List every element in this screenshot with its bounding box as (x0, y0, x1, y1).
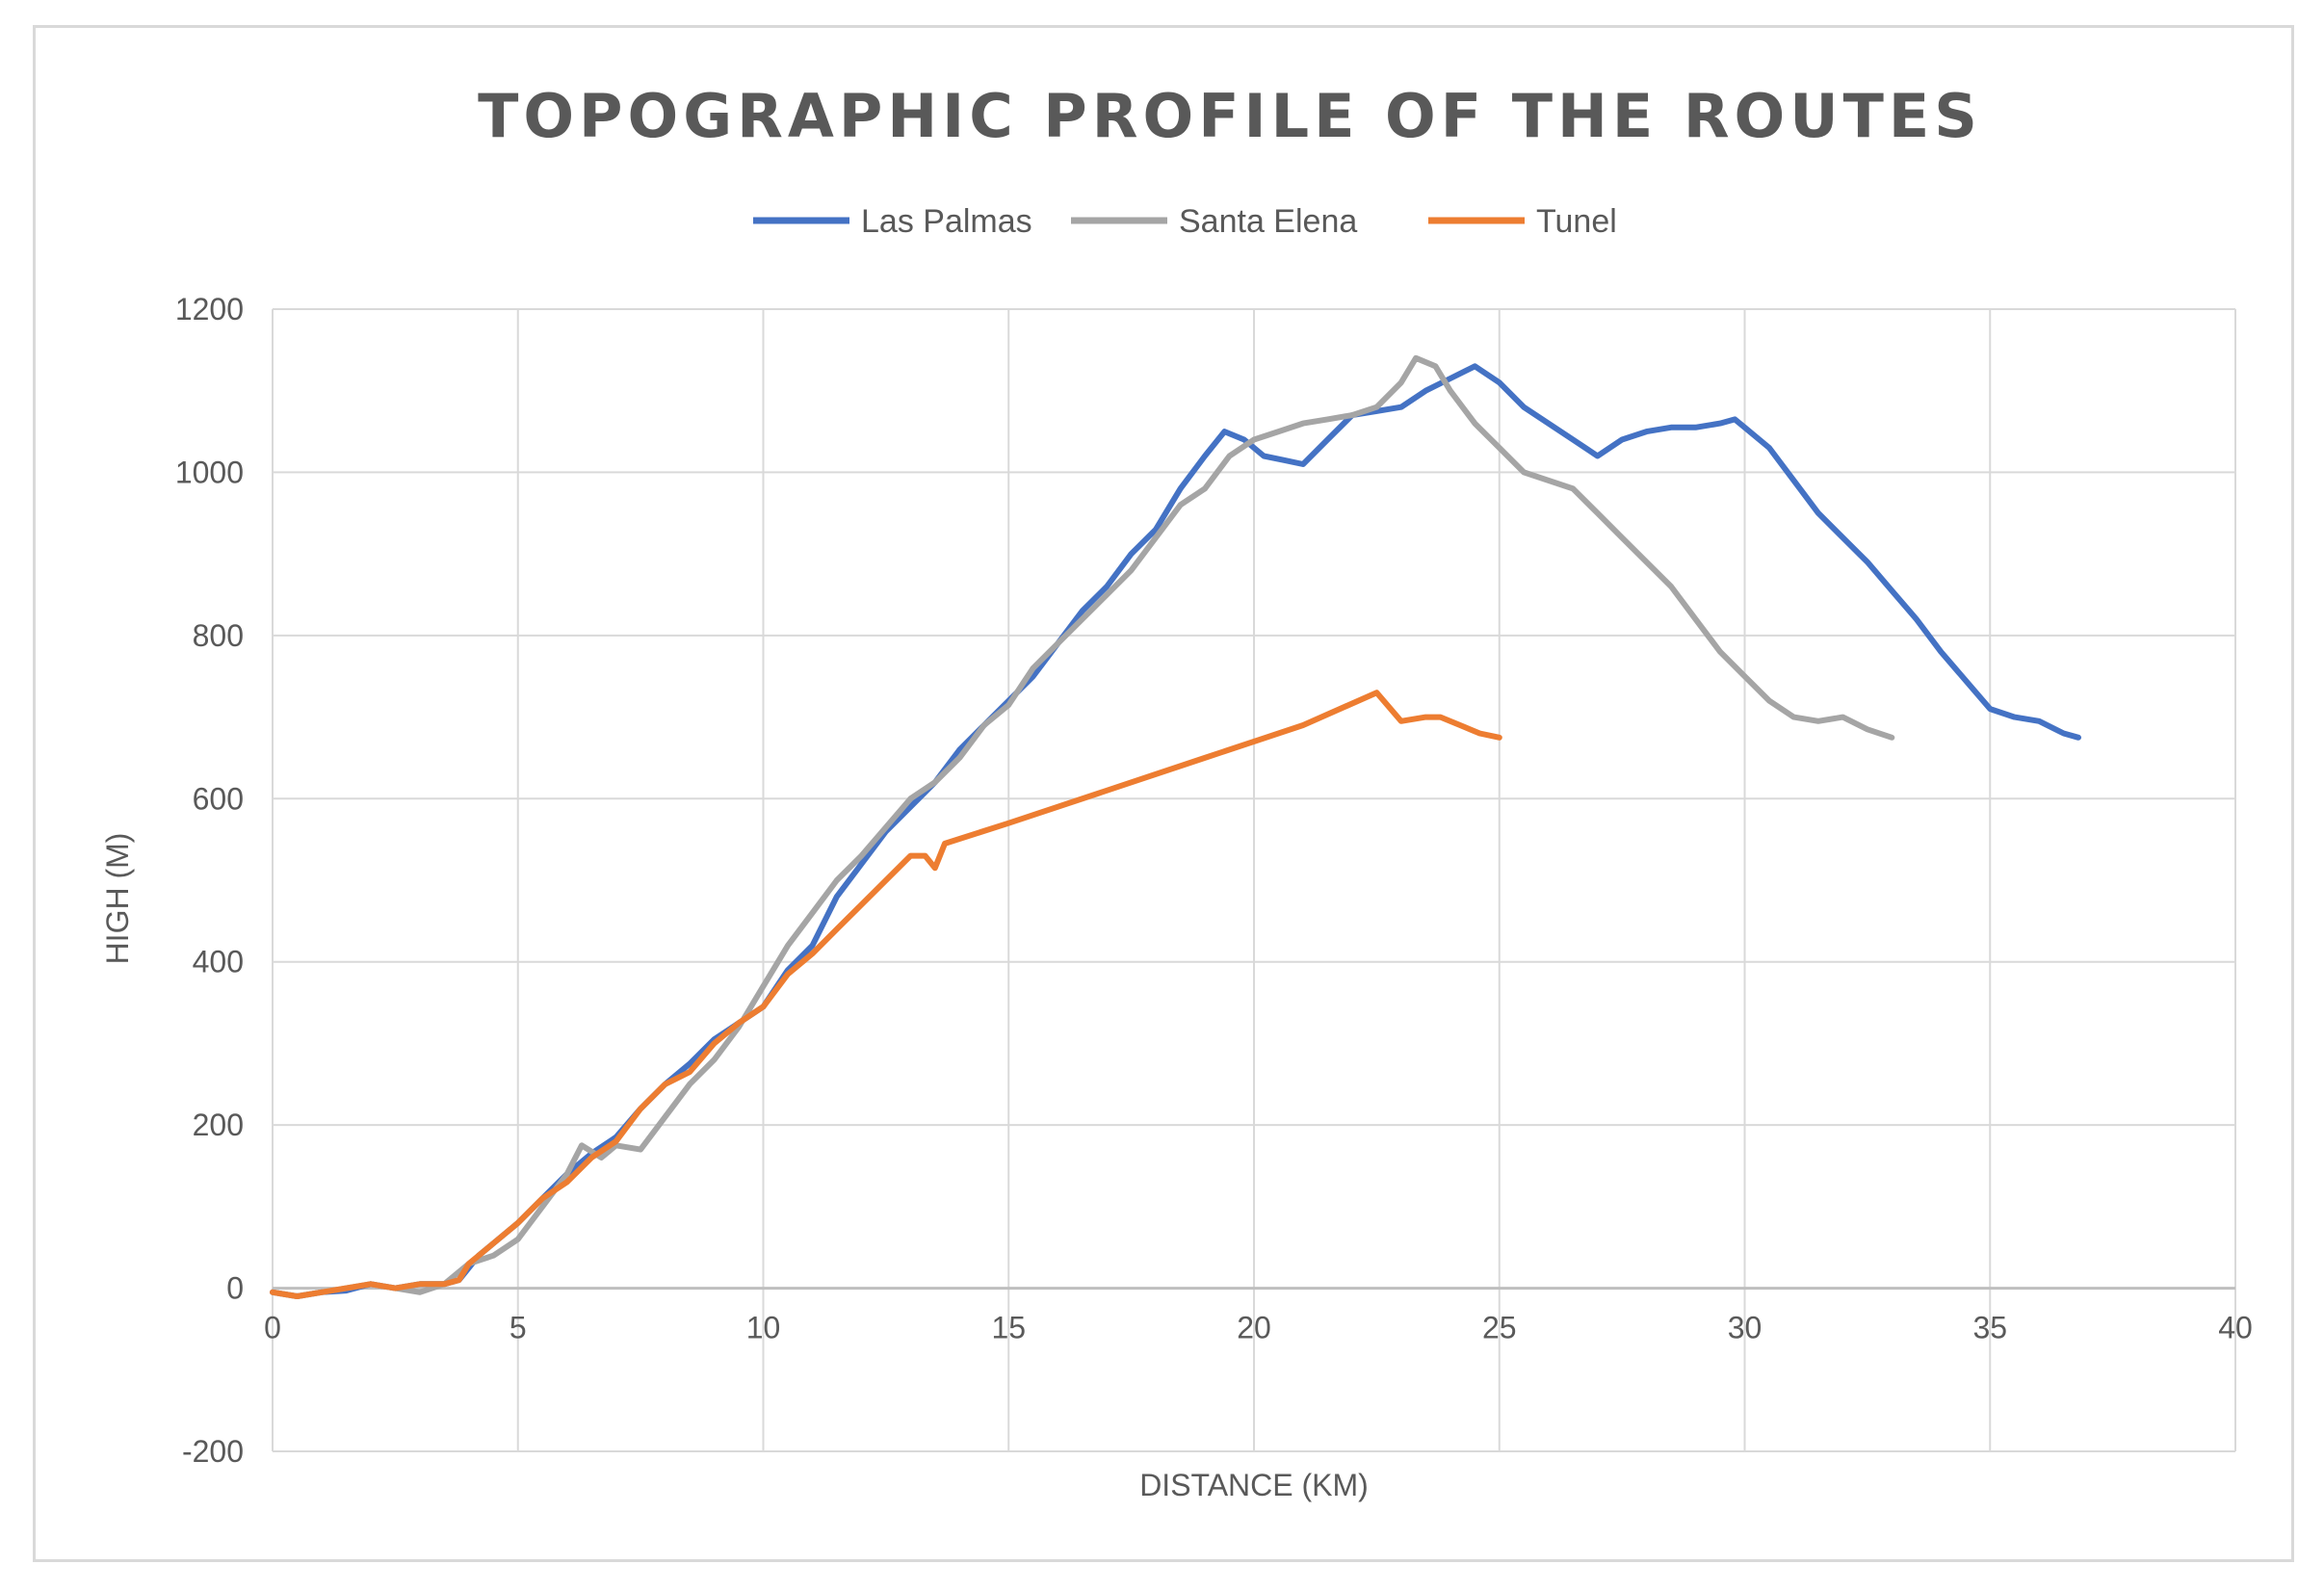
x-tick-label: 15 (991, 1311, 1026, 1345)
tick-labels: -200 0 200 400 600 800 1000 1200 0 5 10 15 20 25 30 35 4… (175, 292, 2253, 1469)
x-tick-label: 30 (1728, 1311, 1763, 1345)
x-tick-label: 0 (264, 1311, 281, 1345)
y-tick-label: 800 (193, 618, 244, 653)
x-tick-label: 10 (746, 1311, 781, 1345)
y-tick-label: 1000 (175, 455, 244, 489)
y-axis-label: HIGH (M) (100, 833, 135, 965)
series-line-santa-elena (270, 354, 1895, 1299)
series-line-las-palmas (270, 363, 2081, 1299)
y-tick-label: 200 (193, 1108, 244, 1142)
chart-frame: TOPOGRAPHIC PROFILE OF THE ROUTES Las Pa… (33, 25, 2294, 1562)
y-tick-label: 1200 (175, 292, 244, 326)
legend-label-las-palmas: Las Palmas (861, 203, 1032, 240)
legend-label-tunel: Tunel (1536, 203, 1617, 240)
series-group (270, 354, 2081, 1299)
legend: Las Palmas Santa Elena Tunel (753, 203, 1617, 240)
y-tick-label: 400 (193, 945, 244, 979)
x-tick-label: 25 (1482, 1311, 1517, 1345)
chart: TOPOGRAPHIC PROFILE OF THE ROUTES Las Pa… (100, 81, 2253, 1502)
x-tick-label: 20 (1237, 1311, 1271, 1345)
y-tick-label: -200 (182, 1434, 244, 1469)
legend-label-santa-elena: Santa Elena (1179, 203, 1357, 240)
x-tick-label: 35 (1972, 1311, 2007, 1345)
y-tick-label: 600 (193, 781, 244, 816)
x-tick-label: 40 (2218, 1311, 2253, 1345)
series-line-tunel (270, 690, 1502, 1299)
chart-title: TOPOGRAPHIC PROFILE OF THE ROUTES (478, 81, 1982, 151)
x-axis-label: DISTANCE (KM) (1139, 1468, 1369, 1502)
gridlines (272, 308, 2236, 1452)
x-tick-label: 5 (509, 1311, 527, 1345)
y-tick-label: 0 (226, 1271, 244, 1306)
